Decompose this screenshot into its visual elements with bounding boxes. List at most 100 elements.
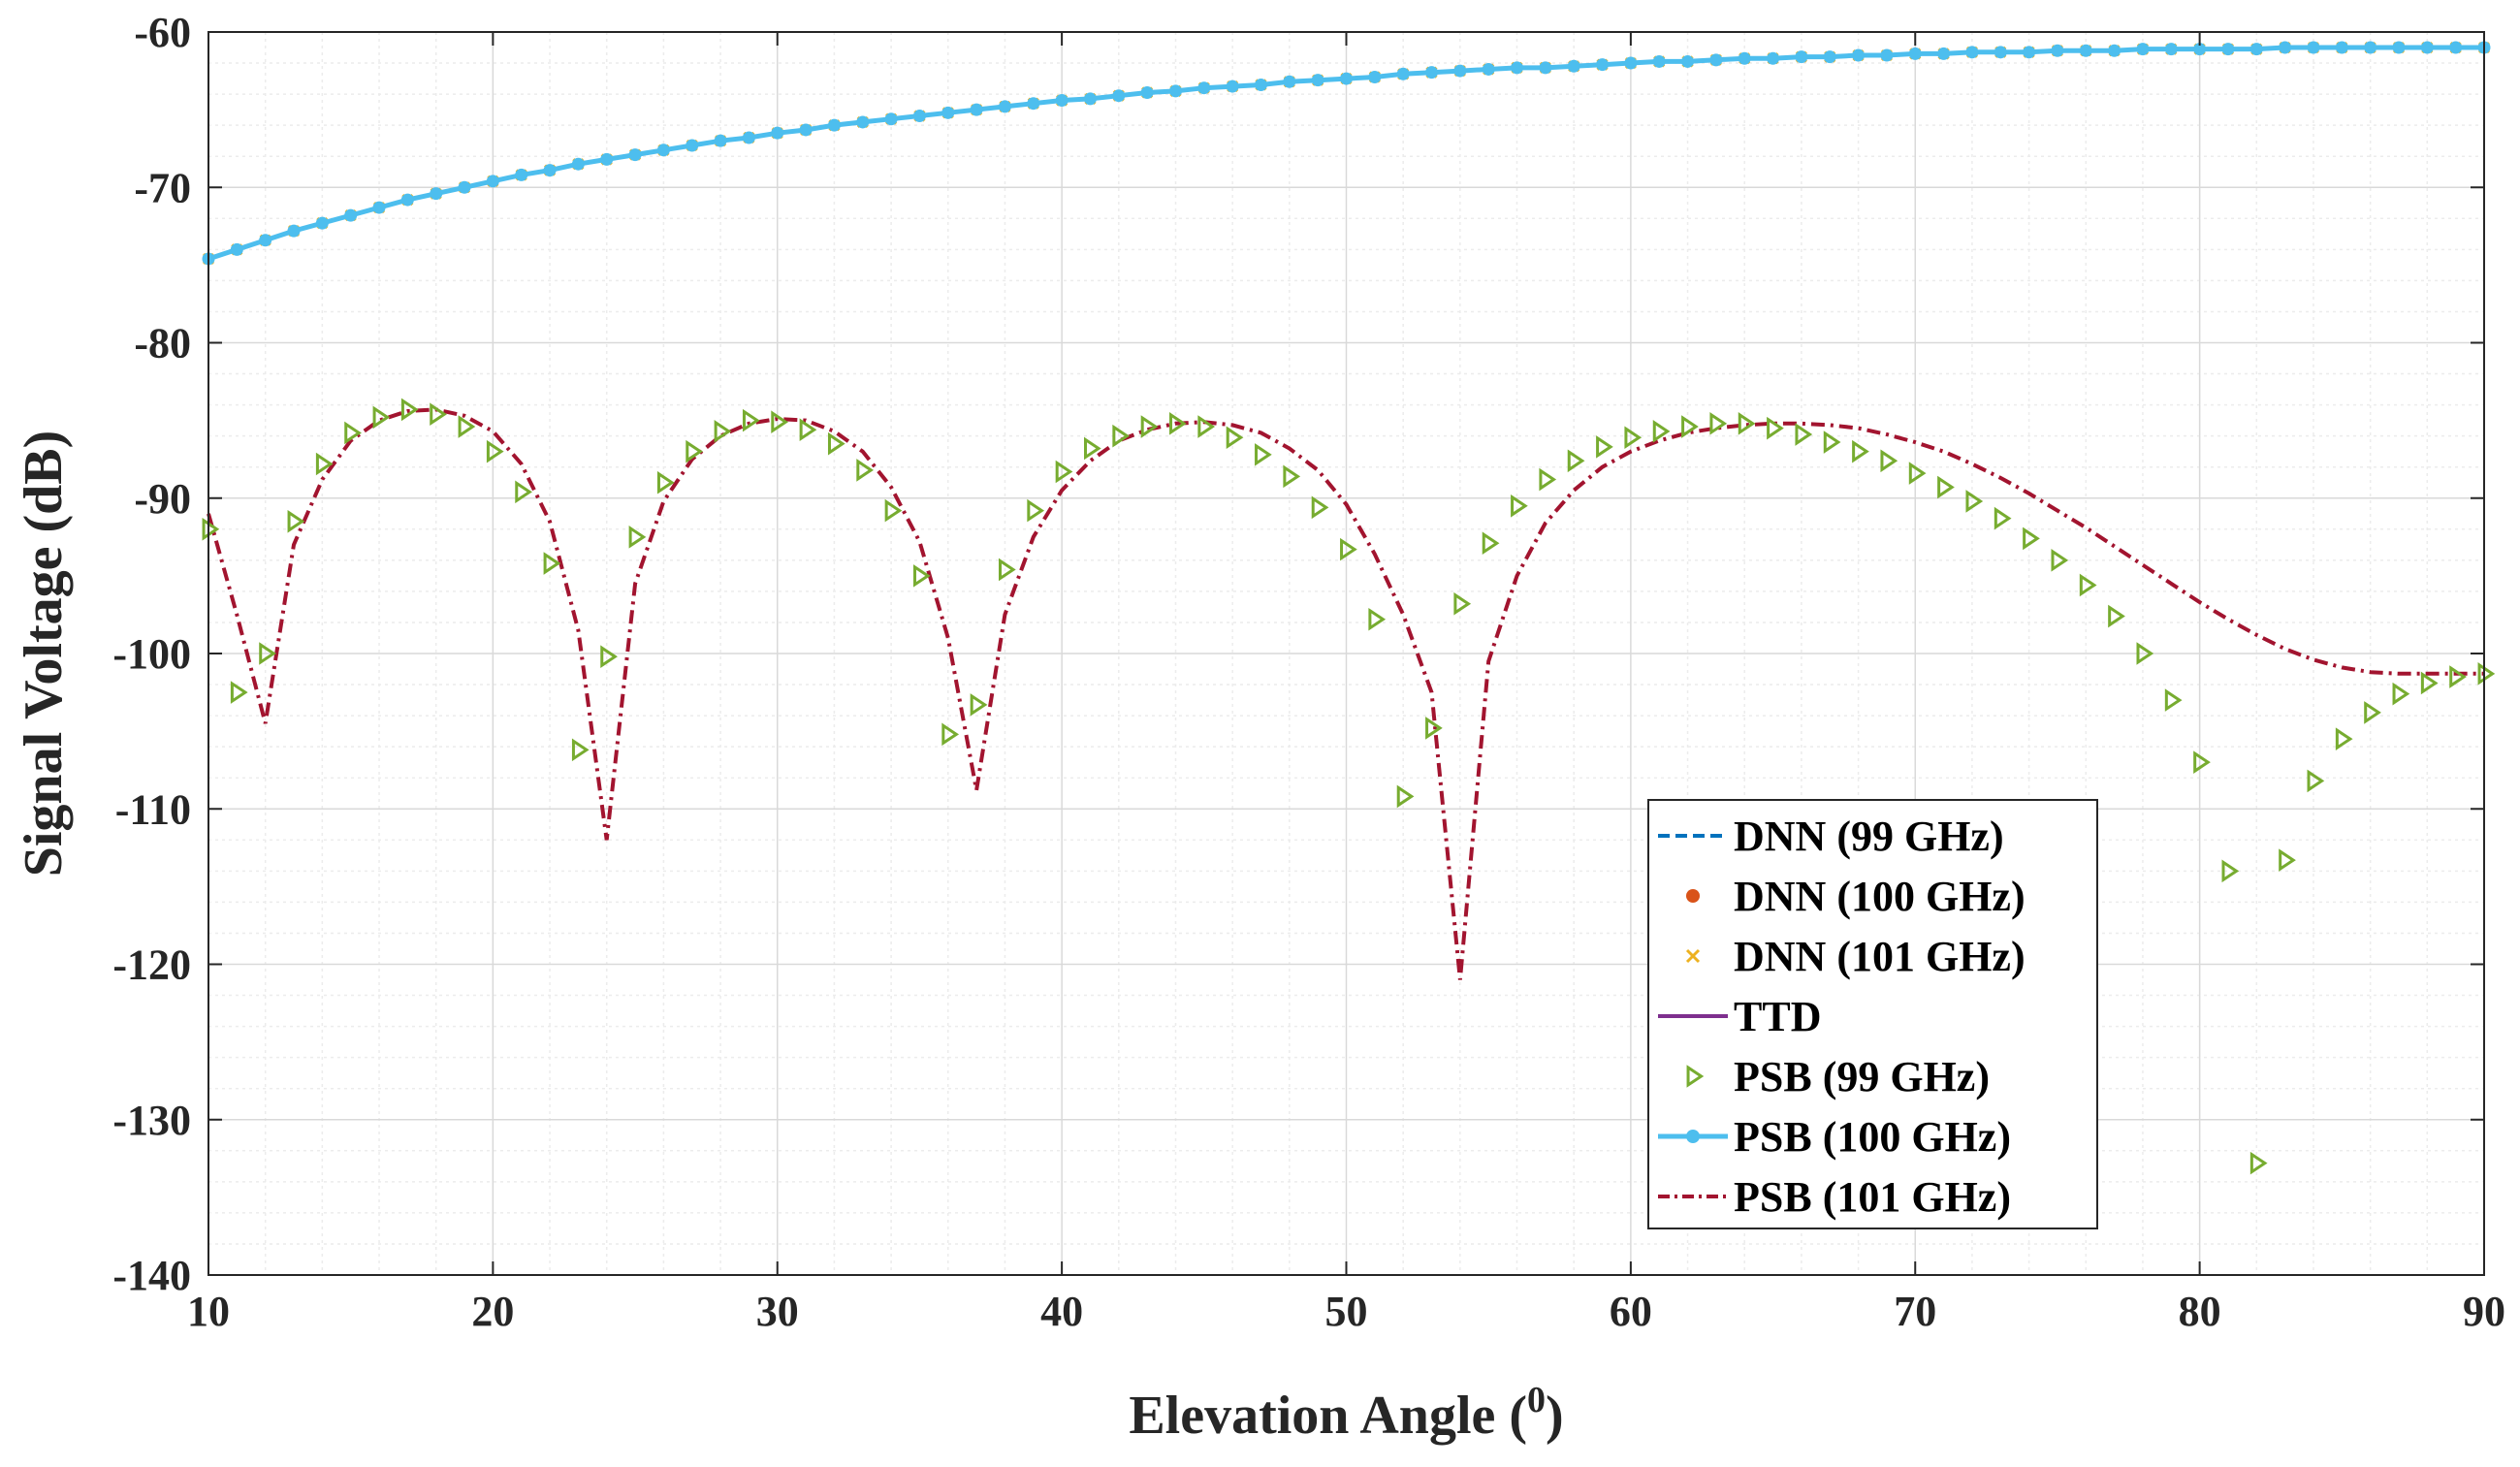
data-point: [2164, 43, 2178, 56]
data-point: [628, 148, 642, 162]
data-point: [1823, 50, 1836, 64]
legend-swatch: [1685, 948, 1701, 964]
x-tick-label: 90: [2463, 1288, 2505, 1335]
legend-label: PSB (100 GHz): [1734, 1113, 2011, 1161]
y-tick-label: -120: [112, 941, 191, 989]
data-point: [628, 526, 647, 549]
data-point: [259, 234, 272, 247]
data-point: [2136, 642, 2154, 665]
legend-label: DNN (100 GHz): [1734, 873, 2026, 920]
data-point: [1255, 443, 1272, 466]
data-point: [543, 552, 561, 575]
data-point: [1908, 462, 1927, 485]
data-point: [998, 100, 1011, 113]
data-point: [400, 193, 414, 207]
data-point: [400, 398, 419, 422]
data-point: [1709, 53, 1723, 67]
data-point: [827, 118, 841, 132]
data-point: [799, 123, 813, 137]
y-tick-label: -110: [115, 785, 191, 833]
data-point: [1140, 85, 1154, 99]
data-point: [2364, 41, 2377, 54]
data-point: [1965, 490, 1984, 513]
data-point: [430, 402, 447, 427]
data-point: [372, 201, 386, 214]
data-point: [771, 410, 789, 434]
data-point: [686, 139, 699, 152]
legend-label: PSB (99 GHz): [1734, 1053, 1990, 1100]
data-point: [2108, 44, 2121, 57]
legend-item-dnn-100-ghz: DNN (100 GHz): [1686, 873, 2026, 920]
data-point: [1880, 449, 1898, 473]
data-point: [571, 738, 590, 762]
data-point: [2249, 1151, 2268, 1175]
data-point: [1681, 54, 1695, 68]
data-point: [2279, 848, 2296, 872]
x-tick-label: 10: [187, 1288, 230, 1335]
y-tick-label: -140: [112, 1252, 191, 1299]
data-point: [1254, 78, 1267, 91]
data-point: [1567, 59, 1580, 73]
data-point: [2477, 662, 2496, 686]
data-point: [1340, 72, 1353, 85]
data-point: [1425, 717, 1443, 740]
data-point: [1226, 426, 1244, 450]
data-point: [1027, 498, 1045, 523]
data-point: [2449, 41, 2463, 54]
data-point: [884, 498, 903, 523]
data-point: [1596, 435, 1613, 459]
data-point: [656, 144, 670, 157]
data-point: [2364, 701, 2381, 724]
data-point: [1852, 439, 1869, 463]
data-point: [1767, 51, 1780, 65]
data-point: [2279, 41, 2292, 54]
data-point: [230, 242, 243, 256]
data-point: [2392, 41, 2406, 54]
data-point: [941, 106, 955, 119]
x-tick-label: 80: [2179, 1288, 2221, 1335]
data-point: [656, 470, 675, 494]
data-point: [2307, 769, 2325, 793]
data-point: [600, 645, 618, 669]
legend-item-psb-100-ghz: PSB (100 GHz): [1658, 1113, 2011, 1161]
data-point: [1283, 75, 1296, 88]
series-psb-101-ghz: [207, 407, 2484, 980]
x-tick-label: 50: [1325, 1288, 1368, 1335]
data-point: [430, 187, 443, 201]
data-point: [515, 168, 528, 181]
minor-grid: [208, 32, 2484, 1275]
data-point: [2221, 43, 2235, 56]
data-point: [1027, 97, 1040, 111]
data-point: [1482, 62, 1495, 76]
data-point: [1823, 431, 1841, 454]
data-point: [2051, 549, 2069, 572]
data-point: [1539, 61, 1552, 75]
data-point: [2249, 43, 2263, 56]
data-point: [1368, 607, 1387, 631]
legend-swatch: [1686, 1065, 1705, 1088]
data-point: [1396, 784, 1415, 809]
data-point: [1083, 92, 1097, 106]
x-axis-label-superscript: 0: [1527, 1380, 1546, 1420]
data-point: [1453, 64, 1467, 78]
x-tick-label: 20: [471, 1288, 514, 1335]
x-tick-label: 30: [756, 1288, 799, 1335]
data-point: [1965, 46, 1979, 59]
data-point: [543, 164, 557, 177]
x-tick-label: 70: [1894, 1288, 1936, 1335]
data-point: [1567, 449, 1585, 473]
data-point: [714, 134, 727, 147]
data-point: [686, 439, 703, 463]
legend: DNN (99 GHz) DNN (100 GHz) DNN (101 GHz) TT…: [1647, 799, 2098, 1229]
data-point: [714, 420, 732, 443]
data-point: [1368, 70, 1382, 83]
data-point: [1738, 412, 1756, 435]
data-point: [1624, 426, 1643, 450]
data-point: [912, 564, 931, 588]
data-point: [999, 558, 1016, 582]
data-point: [1197, 81, 1211, 95]
legend-label: PSB (101 GHz): [1734, 1173, 2011, 1221]
data-point: [2307, 41, 2320, 54]
data-point: [1482, 531, 1500, 556]
data-point: [1340, 537, 1357, 561]
